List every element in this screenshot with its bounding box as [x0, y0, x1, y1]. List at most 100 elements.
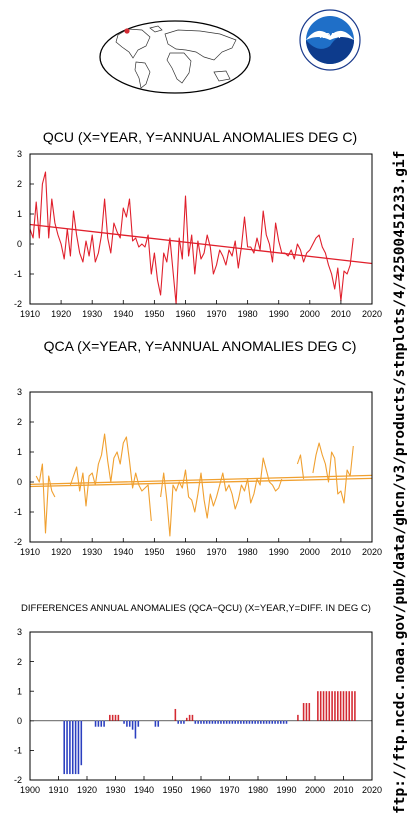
diff-x-tick-label: 1930: [105, 785, 125, 795]
qcu-x-tick-label: 2000: [300, 309, 320, 319]
diff-bar-1973: [237, 720, 239, 724]
diff-y-tick-label: 1: [17, 686, 22, 696]
diff-bar-2001: [317, 691, 319, 721]
diff-bar-1954: [183, 720, 185, 724]
diff-bar-1989: [282, 720, 285, 724]
diff-bar-1987: [277, 720, 279, 724]
qca-series-line-segment-3: [296, 454, 305, 480]
diff-bar-1960: [200, 720, 202, 724]
diff-bar-1953: [180, 720, 182, 724]
qcu-y-tick-label: 3: [17, 149, 22, 159]
diff-y-tick-label: -2: [14, 775, 22, 785]
qcu-x-tick-label: 1910: [20, 309, 40, 319]
diff-bar-1977: [248, 720, 251, 724]
diff-bar-2005: [328, 691, 331, 721]
diff-bar-1988: [280, 720, 282, 724]
diff-bar-1963: [208, 720, 211, 724]
qca-chart-title: QCA (X=YEAR, Y=ANNUAL ANOMALIES DEG C): [44, 338, 357, 354]
qca-x-tick-label: 1950: [144, 547, 164, 557]
qca-trend-line-0: [29, 477, 373, 488]
diff-bar-1962: [205, 720, 208, 724]
qcu-x-tick-label: 1990: [269, 309, 289, 319]
diff-bar-1985: [271, 720, 274, 724]
diff-bar-1970: [228, 720, 231, 724]
diff-bar-1913: [66, 720, 68, 775]
diff-bar-1914: [69, 720, 71, 775]
diff-bar-1928: [109, 714, 111, 721]
diff-bar-2006: [331, 691, 333, 721]
diff-bar-1969: [225, 720, 228, 724]
qca-x-tick-label: 1990: [269, 547, 289, 557]
diff-bar-1994: [297, 714, 299, 721]
diff-y-tick-label: 3: [17, 627, 22, 637]
diff-bar-1976: [245, 720, 248, 724]
diff-bar-1924: [97, 720, 100, 727]
diff-bar-1961: [203, 720, 205, 724]
diff-x-tick-label: 1990: [276, 785, 296, 795]
diff-x-tick-label: 1970: [219, 785, 239, 795]
qca-x-tick-label: 2020: [362, 547, 382, 557]
diff-x-tick-label: 2010: [333, 785, 353, 795]
diff-bar-1971: [231, 720, 234, 724]
qcu-series-line-segment-0: [29, 171, 354, 305]
qcu-y-tick-label: -2: [14, 299, 22, 309]
qca-x-tick-label: 1960: [175, 547, 195, 557]
diff-bar-2012: [348, 691, 350, 721]
qcu-x-tick-label: 1950: [144, 309, 164, 319]
diff-bar-1964: [211, 720, 214, 724]
world-map-inset: [99, 20, 251, 94]
qca-series-line-segment-2: [160, 457, 283, 537]
diff-bar-1926: [103, 720, 105, 727]
diff-bar-1933: [123, 720, 125, 724]
qca-x-tick-label: 1970: [207, 547, 227, 557]
qca-chart: QCA (X=YEAR, Y=ANNUAL ANOMALIES DEG C) 19…: [14, 338, 382, 557]
qca-x-tick-label: 1920: [51, 547, 71, 557]
diff-bar-1997: [305, 703, 308, 721]
qcu-x-tick-label: 1940: [113, 309, 133, 319]
qca-series-line-segment-0: [35, 463, 56, 534]
qca-series-line-segment-4: [312, 442, 354, 504]
diff-x-tick-label: 1900: [20, 785, 40, 795]
diff-bar-2003: [322, 691, 325, 721]
station-location-marker: [124, 28, 130, 34]
diff-bar-1979: [254, 720, 256, 724]
diff-bar-2004: [325, 691, 328, 721]
diff-bar-1929: [111, 714, 114, 721]
diff-bar-1935: [128, 720, 131, 727]
qca-plot-frame: [29, 391, 373, 543]
qcu-trend-line-0: [29, 223, 373, 265]
qca-y-tick-label: 3: [17, 387, 22, 397]
diff-bar-1996: [302, 703, 305, 721]
diff-bar-1986: [274, 720, 276, 724]
diff-bar-1923: [94, 720, 97, 727]
diff-bar-2008: [337, 691, 339, 721]
diff-bar-1915: [71, 720, 74, 775]
qca-x-tick-label: 1930: [82, 547, 102, 557]
qca-y-tick-label: -1: [14, 507, 22, 517]
diff-chart-title: DIFFERENCES ANNUAL ANOMALIES (QCA−QCU) (…: [21, 603, 371, 614]
qca-x-tick-label: 1910: [20, 547, 40, 557]
diff-bar-1959: [197, 720, 199, 724]
diff-bar-1931: [117, 714, 120, 721]
diff-bar-2013: [351, 691, 353, 721]
qcu-x-tick-label: 1960: [175, 309, 195, 319]
qca-y-tick-label: -2: [14, 537, 22, 547]
qcu-y-tick-label: 1: [17, 209, 22, 219]
qcu-chart-title: QCU (X=YEAR, Y=ANNUAL ANOMALIES DEG C): [43, 129, 357, 145]
noaa-logo: NOAA: [299, 9, 361, 71]
diff-x-tick-label: 1960: [191, 785, 211, 795]
diff-bar-1938: [137, 720, 140, 727]
diff-bar-1930: [114, 714, 117, 721]
qcu-x-tick-label: 2010: [331, 309, 351, 319]
qcu-x-tick-label: 1980: [238, 309, 258, 319]
diff-bar-1912: [63, 720, 65, 775]
diff-bar-1944: [154, 720, 157, 727]
diff-bar-1974: [240, 720, 242, 724]
diff-bar-2010: [342, 691, 345, 721]
diff-bar-1965: [214, 720, 217, 724]
diff-bar-1958: [194, 720, 197, 724]
qcu-chart: QCU (X=YEAR, Y=ANNUAL ANOMALIES DEG C) 19…: [14, 129, 382, 319]
diff-bar-1918: [80, 720, 83, 766]
diff-bar-2011: [345, 691, 348, 721]
